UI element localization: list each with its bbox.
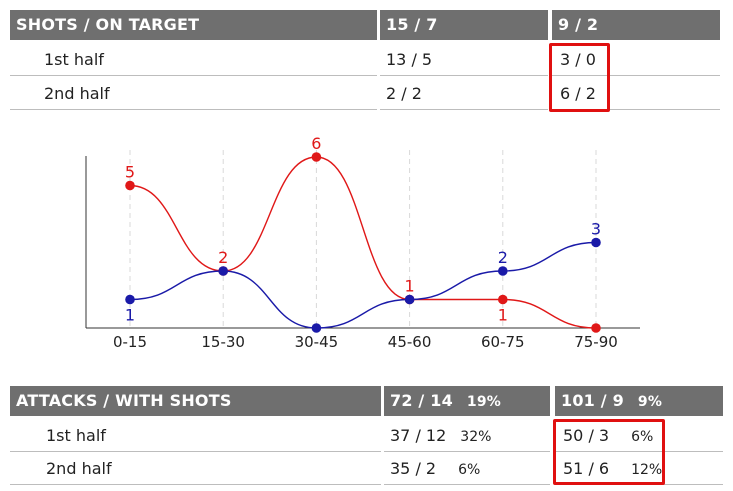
chart-grid xyxy=(129,150,597,328)
series-blue-point xyxy=(125,294,135,305)
chart-lines xyxy=(129,156,597,329)
attacks-row-team-a-value: 37 / 12 xyxy=(390,426,447,445)
series-blue-data-label: 1 xyxy=(125,306,135,325)
attacks-row-team-b-pct: 12% xyxy=(631,462,663,478)
series-blue-point xyxy=(311,323,322,333)
shots-header: SHOTS / ON TARGET xyxy=(10,10,377,40)
series-red-data-label: 2 xyxy=(218,248,228,267)
series-red-data-label: 1 xyxy=(498,306,508,325)
series-blue-data-label: 3 xyxy=(591,220,601,239)
attacks-row-team-a: 35 / 2 6% xyxy=(384,452,550,485)
attacks-team-b-total-pct: 9% xyxy=(637,394,663,410)
shots-row-team-b: 6 / 2 xyxy=(552,77,720,110)
attacks-team-b-total-value: 101 / 9 xyxy=(561,391,624,410)
series-red-line xyxy=(129,156,597,329)
shots-row-team-b: 3 / 0 xyxy=(552,43,720,76)
attacks-row-label: 2nd half xyxy=(10,452,381,485)
attacks-row-team-b-value: 51 / 6 xyxy=(563,459,610,478)
attacks-highlight-box xyxy=(553,419,665,485)
series-blue-point xyxy=(498,266,508,276)
x-tick-label: 30-45 xyxy=(295,333,339,351)
series-red-point xyxy=(125,180,135,191)
attacks-row-team-a-pct: 32% xyxy=(460,429,492,445)
attacks-team-a-total: 72 / 14 19% xyxy=(384,386,550,416)
chart-labels: 0-15 15-30 30-45 45-60 60-75 75-90 5 2 6 1 1 1 2 3 xyxy=(113,134,618,351)
series-blue-point xyxy=(218,266,228,276)
shots-team-a-total: 15 / 7 xyxy=(380,10,548,40)
chart-points xyxy=(125,152,601,333)
x-tick-label: 0-15 xyxy=(113,333,147,351)
shots-row-label: 1st half xyxy=(10,43,377,76)
shots-row-team-a: 2 / 2 xyxy=(380,77,548,110)
x-tick-label: 75-90 xyxy=(574,333,618,351)
attacks-row-label: 1st half xyxy=(10,419,381,452)
shots-highlight-box xyxy=(549,43,610,112)
series-red-data-label: 6 xyxy=(311,134,321,153)
attacks-header: ATTACKS / WITH SHOTS xyxy=(10,386,381,416)
series-blue-data-label: 2 xyxy=(498,248,508,267)
series-red-point xyxy=(311,152,322,162)
x-tick-label: 15-30 xyxy=(201,333,245,351)
attacks-row-team-b-pct: 6% xyxy=(631,429,654,445)
attacks-row-team-a: 37 / 12 32% xyxy=(384,419,550,452)
attacks-row-team-a-value: 35 / 2 xyxy=(390,459,437,478)
attacks-team-b-total: 101 / 9 9% xyxy=(555,386,723,416)
attacks-team-a-total-value: 72 / 14 xyxy=(390,391,453,410)
shots-team-b-total: 9 / 2 xyxy=(552,10,720,40)
shots-row-team-a: 13 / 5 xyxy=(380,43,548,76)
x-tick-label: 60-75 xyxy=(481,333,525,351)
series-blue-point xyxy=(404,294,415,305)
attacks-row-team-b: 50 / 3 6% xyxy=(555,419,723,452)
chart-axes xyxy=(85,156,640,329)
series-red-data-label: 1 xyxy=(405,277,415,296)
shots-row-label: 2nd half xyxy=(10,77,377,110)
attacks-team-a-total-pct: 19% xyxy=(466,394,502,410)
series-blue-point xyxy=(591,237,601,248)
series-red-point xyxy=(591,323,601,333)
attacks-row-team-b-value: 50 / 3 xyxy=(563,426,610,445)
attacks-row-team-a-pct: 6% xyxy=(458,462,481,478)
series-blue-line xyxy=(129,241,597,329)
series-red-data-label: 5 xyxy=(125,163,135,182)
x-tick-label: 45-60 xyxy=(388,333,432,351)
series-red-point xyxy=(498,294,508,305)
